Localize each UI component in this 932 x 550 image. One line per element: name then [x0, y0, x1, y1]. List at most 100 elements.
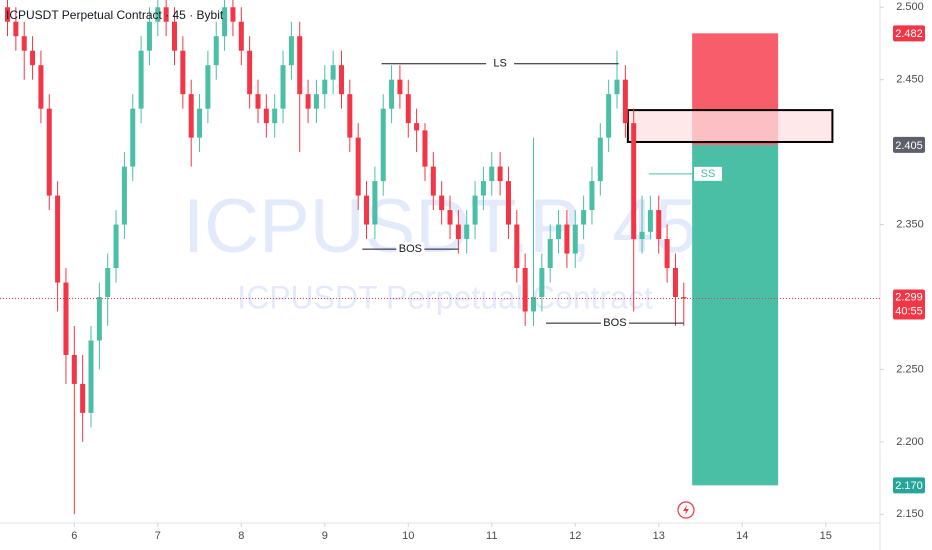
x-tick-label: 8 — [238, 530, 244, 542]
candle-body — [547, 239, 553, 269]
x-tick-label: 14 — [736, 530, 748, 542]
y-tick-label: 2.500 — [896, 1, 924, 13]
candle-body — [21, 36, 27, 51]
candle-body — [63, 282, 69, 355]
candle-body — [272, 108, 278, 124]
candle-body — [297, 36, 303, 95]
candle-body — [305, 94, 311, 109]
countdown: 40:55 — [895, 305, 923, 317]
annotation-label: LS — [493, 58, 506, 70]
candle-body — [188, 94, 194, 138]
candle-body — [338, 65, 344, 95]
candle-body — [422, 130, 428, 167]
candle-body — [71, 354, 77, 384]
candle-body — [681, 296, 687, 299]
candle-body — [672, 268, 678, 297]
candle-body — [138, 50, 144, 109]
candle-body — [447, 210, 453, 225]
x-tick-label: 15 — [820, 530, 832, 542]
candle-body — [155, 7, 161, 22]
candle-body — [556, 224, 562, 240]
candle-body — [414, 123, 420, 131]
candle-body — [163, 7, 169, 22]
candle-body — [13, 21, 19, 37]
candle-body — [96, 296, 102, 341]
x-tick-label: 10 — [402, 530, 414, 542]
candle-body — [614, 79, 620, 95]
annotation-label-bg — [694, 166, 723, 181]
candle-body — [539, 268, 545, 297]
price-label: 2.170 — [895, 480, 923, 492]
candle-body — [639, 231, 645, 240]
x-tick-label: 13 — [653, 530, 665, 542]
x-tick-label: 12 — [569, 530, 581, 542]
candle-body — [263, 108, 269, 124]
candle-body — [355, 137, 361, 196]
candle-body — [88, 340, 94, 413]
candle-body — [597, 137, 603, 182]
candle-body — [464, 224, 470, 240]
y-tick-label: 2.250 — [896, 363, 924, 375]
candle-body — [581, 210, 587, 225]
candle-body — [489, 166, 495, 182]
candle-body — [247, 50, 253, 95]
candle-body — [322, 79, 328, 95]
candle-body — [564, 224, 570, 254]
candle-body — [113, 224, 119, 269]
candle-body — [280, 65, 286, 109]
candle-body — [364, 195, 370, 225]
candle-body — [313, 94, 319, 109]
candle-body — [255, 94, 261, 109]
candle-body — [38, 65, 44, 109]
zone — [626, 109, 834, 143]
last-price-label: 2.299 — [895, 291, 923, 303]
axes: 2.500 2.450 2.350 2.250 2.200 2.150 6 7 8 9 10 11 12… — [71, 1, 925, 542]
plot-area: LS BOS BOS SS — [0, 0, 880, 515]
candle-body — [380, 108, 386, 182]
candle-body — [222, 7, 228, 37]
candle-body — [330, 65, 336, 80]
candle-body — [622, 79, 628, 124]
candle-body — [505, 181, 511, 225]
candle-body — [664, 239, 670, 269]
last-price-label-bg — [893, 289, 925, 320]
candle-body — [531, 296, 537, 312]
candle-body — [405, 94, 411, 124]
y-tick-label: 2.450 — [896, 74, 924, 86]
candle-body — [397, 79, 403, 95]
candle-body — [647, 210, 653, 232]
x-tick-label: 6 — [71, 530, 77, 542]
candle-body — [522, 268, 528, 312]
candle-body — [472, 195, 478, 225]
watermark-subtitle: ICPUSDT Perpetual Contract — [237, 279, 653, 315]
candle-body — [389, 79, 395, 109]
annotation-label: SS — [701, 168, 716, 180]
candle-body — [55, 195, 61, 283]
candle-body — [288, 36, 294, 66]
candle-body — [656, 210, 662, 240]
y-tick-label: 2.350 — [896, 218, 924, 230]
x-tick-label: 11 — [486, 530, 497, 542]
price-label-bg — [893, 25, 925, 42]
candle-body — [347, 94, 353, 138]
event-icon[interactable] — [677, 501, 695, 519]
candle-body — [372, 181, 378, 225]
annotation-label-bg — [396, 242, 425, 257]
candle-body — [480, 181, 486, 196]
annotation-label: BOS — [399, 243, 422, 255]
candle-body — [455, 224, 461, 240]
candle-body — [180, 50, 186, 95]
candle-body — [146, 21, 152, 51]
candle-body — [589, 181, 595, 211]
candle-body — [497, 166, 503, 182]
candle-body — [631, 123, 637, 240]
candle-body — [80, 383, 86, 413]
x-tick-label: 7 — [155, 530, 161, 542]
candle-body — [121, 166, 127, 225]
candle-body — [430, 166, 436, 196]
price-label-bg — [893, 136, 925, 153]
annotation-label: BOS — [603, 317, 626, 329]
candle-body — [572, 224, 578, 254]
annotation-label-bg — [486, 56, 515, 71]
